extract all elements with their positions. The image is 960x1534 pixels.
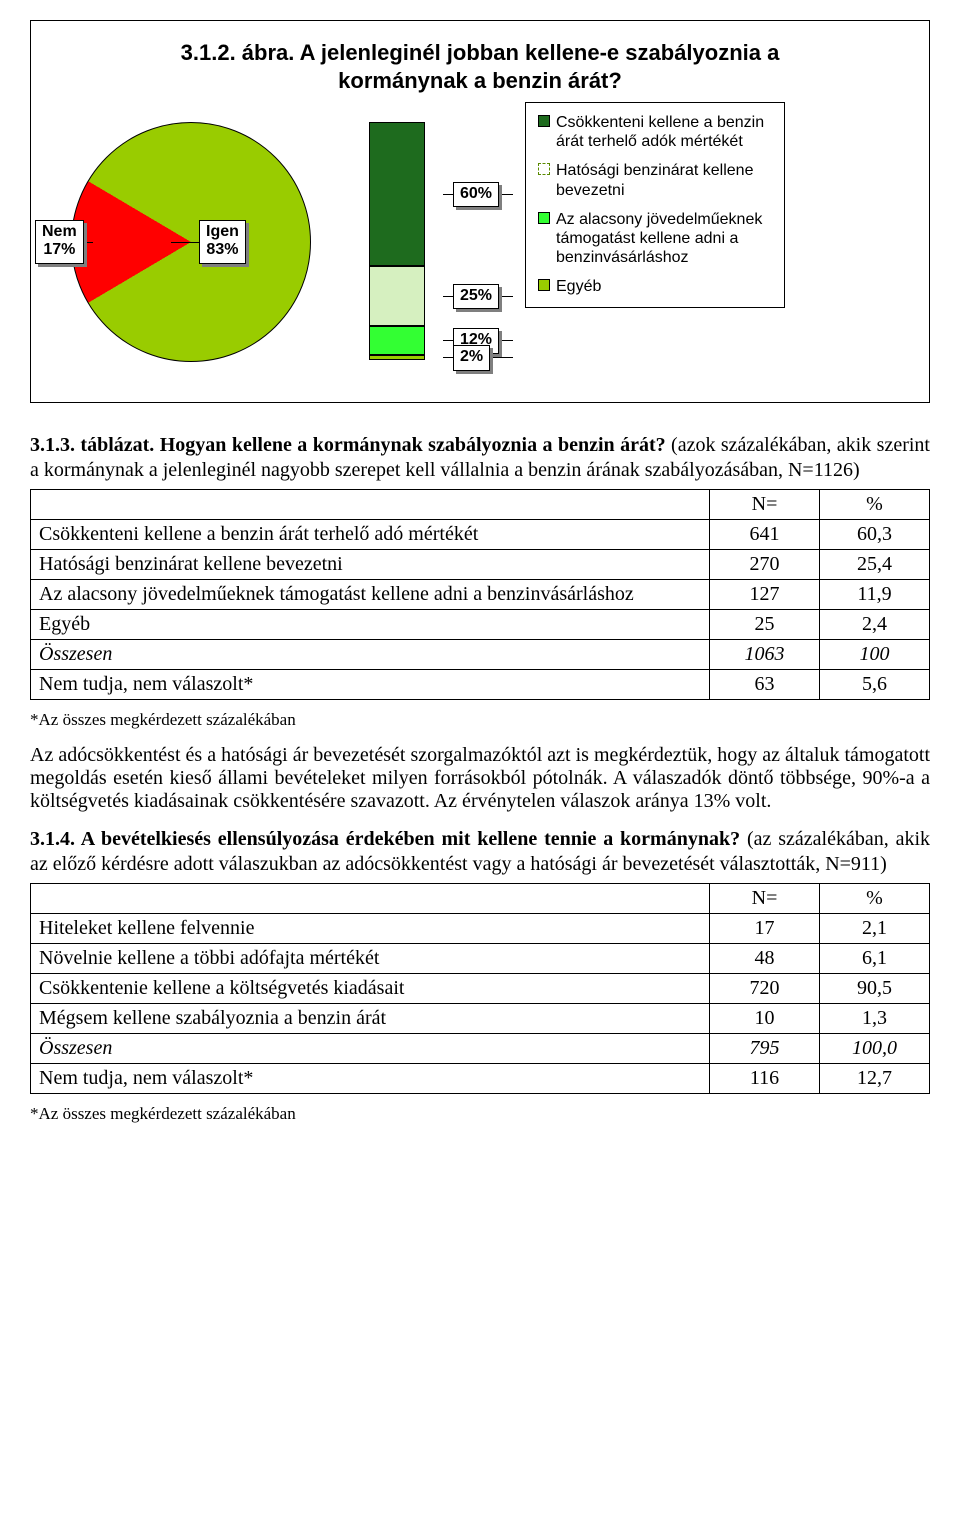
table-3-1-4-heading: 3.1.4. A bevételkiesés ellensúlyozása ér… xyxy=(30,827,930,877)
chart-title: 3.1.2. ábra. A jelenleginél jobban kelle… xyxy=(165,39,795,94)
table-cell: 25 xyxy=(710,610,820,640)
table-cell: Hiteleket kellene felvennie xyxy=(31,914,710,944)
table-cell: Csökkentenie kellene a költségvetés kiad… xyxy=(31,974,710,1004)
bar-value-label: 2% xyxy=(453,345,490,370)
table-cell: % xyxy=(820,884,930,914)
table2-title: 3.1.4. A bevételkiesés ellensúlyozása ér… xyxy=(30,828,740,850)
table2-footnote: *Az összes megkérdezett százalékában xyxy=(30,1104,930,1124)
table-cell: Összesen xyxy=(31,640,710,670)
table-cell: 17 xyxy=(710,914,820,944)
table-cell: 2,1 xyxy=(820,914,930,944)
table-row: N=% xyxy=(31,490,930,520)
table-cell: 25,4 xyxy=(820,550,930,580)
legend-item: Egyéb xyxy=(538,277,772,296)
table-row: Nem tudja, nem válaszolt*11612,7 xyxy=(31,1064,930,1094)
table-cell: 90,5 xyxy=(820,974,930,1004)
bar-segment xyxy=(369,266,425,326)
table-row: Mégsem kellene szabályoznia a benzin árá… xyxy=(31,1004,930,1034)
table-cell: 63 xyxy=(710,670,820,700)
table-cell: 720 xyxy=(710,974,820,1004)
bar-segment xyxy=(369,326,425,355)
table-cell: 100,0 xyxy=(820,1034,930,1064)
table-row: Egyéb252,4 xyxy=(31,610,930,640)
table-cell xyxy=(31,490,710,520)
table-cell: Mégsem kellene szabályoznia a benzin árá… xyxy=(31,1004,710,1034)
table-cell: N= xyxy=(710,490,820,520)
table-cell: 5,6 xyxy=(820,670,930,700)
figure-3-1-2: 3.1.2. ábra. A jelenleginél jobban kelle… xyxy=(30,20,930,403)
table-row: Hiteleket kellene felvennie172,1 xyxy=(31,914,930,944)
table-cell: 60,3 xyxy=(820,520,930,550)
table-row: Növelnie kellene a többi adófajta mérték… xyxy=(31,944,930,974)
table-cell: 127 xyxy=(710,580,820,610)
table-cell: Csökkenteni kellene a benzin árát terhel… xyxy=(31,520,710,550)
table-cell: 11,9 xyxy=(820,580,930,610)
legend-item: Hatósági benzinárat kellene bevezetni xyxy=(538,161,772,199)
legend-text: Az alacsony jövedelműeknek támogatást ke… xyxy=(556,210,772,268)
table-cell: 100 xyxy=(820,640,930,670)
table-row: Nem tudja, nem válaszolt*635,6 xyxy=(31,670,930,700)
pie-leader-igen xyxy=(171,242,201,243)
paragraph-text: Az adócsökkentést és a hatósági ár bevez… xyxy=(30,744,930,813)
table-cell: 48 xyxy=(710,944,820,974)
table-3-1-3-heading: 3.1.3. táblázat. Hogyan kellene a kormán… xyxy=(30,433,930,483)
table1-title: 3.1.3. táblázat. Hogyan kellene a kormán… xyxy=(30,434,666,456)
table-row: Hatósági benzinárat kellene bevezetni270… xyxy=(31,550,930,580)
stacked-bar xyxy=(369,122,429,382)
table-cell: 12,7 xyxy=(820,1064,930,1094)
legend-text: Csökkenteni kellene a benzin árát terhel… xyxy=(556,113,772,151)
table-cell: Nem tudja, nem válaszolt* xyxy=(31,670,710,700)
table-3-1-4: N=%Hiteleket kellene felvennie172,1Növel… xyxy=(30,883,930,1094)
table-row: Összesen1063100 xyxy=(31,640,930,670)
table-row: N=% xyxy=(31,884,930,914)
pie-label-igen: Igen 83% xyxy=(199,220,246,264)
table-cell: Egyéb xyxy=(31,610,710,640)
paragraph: Az adócsökkentést és a hatósági ár bevez… xyxy=(30,744,930,813)
table-3-1-3: N=%Csökkenteni kellene a benzin árát ter… xyxy=(30,489,930,700)
pie-label-nem: Nem 17% xyxy=(35,220,84,264)
chart-body: Nem 17% Igen 83% 60%25%12%2% Csökkenteni… xyxy=(45,112,915,382)
table-cell: 10 xyxy=(710,1004,820,1034)
stacked-bar-labels: 60%25%12%2% xyxy=(447,122,507,382)
table-row: Az alacsony jövedelműeknek támogatást ke… xyxy=(31,580,930,610)
bar-segment xyxy=(369,355,425,360)
table-cell: 1,3 xyxy=(820,1004,930,1034)
table-cell: Összesen xyxy=(31,1034,710,1064)
table-cell: N= xyxy=(710,884,820,914)
table-cell: 1063 xyxy=(710,640,820,670)
table-cell: Hatósági benzinárat kellene bevezetni xyxy=(31,550,710,580)
legend-swatch xyxy=(538,212,550,224)
legend-swatch xyxy=(538,279,550,291)
table-cell: 641 xyxy=(710,520,820,550)
bar-value-label: 60% xyxy=(453,182,499,207)
legend-text: Hatósági benzinárat kellene bevezetni xyxy=(556,161,772,199)
legend-swatch xyxy=(538,115,550,127)
legend-text: Egyéb xyxy=(556,277,601,296)
table-row: Összesen795100,0 xyxy=(31,1034,930,1064)
table-cell xyxy=(31,884,710,914)
table-cell: % xyxy=(820,490,930,520)
table-cell: 270 xyxy=(710,550,820,580)
table-cell: Növelnie kellene a többi adófajta mérték… xyxy=(31,944,710,974)
table-cell: 116 xyxy=(710,1064,820,1094)
bar-value-label: 25% xyxy=(453,284,499,309)
table-row: Csökkenteni kellene a benzin árát terhel… xyxy=(31,520,930,550)
legend-item: Csökkenteni kellene a benzin árát terhel… xyxy=(538,113,772,151)
table-cell: Az alacsony jövedelműeknek támogatást ke… xyxy=(31,580,710,610)
table-cell: 6,1 xyxy=(820,944,930,974)
legend-item: Az alacsony jövedelműeknek támogatást ke… xyxy=(538,210,772,268)
legend-swatch xyxy=(538,163,550,175)
table-row: Csökkentenie kellene a költségvetés kiad… xyxy=(31,974,930,1004)
chart-legend: Csökkenteni kellene a benzin árát terhel… xyxy=(525,102,785,308)
pie-chart: Nem 17% Igen 83% xyxy=(51,112,331,372)
table-cell: 2,4 xyxy=(820,610,930,640)
table-cell: 795 xyxy=(710,1034,820,1064)
bar-segment xyxy=(369,122,425,266)
table-cell: Nem tudja, nem válaszolt* xyxy=(31,1064,710,1094)
table1-footnote: *Az összes megkérdezett százalékában xyxy=(30,710,930,730)
